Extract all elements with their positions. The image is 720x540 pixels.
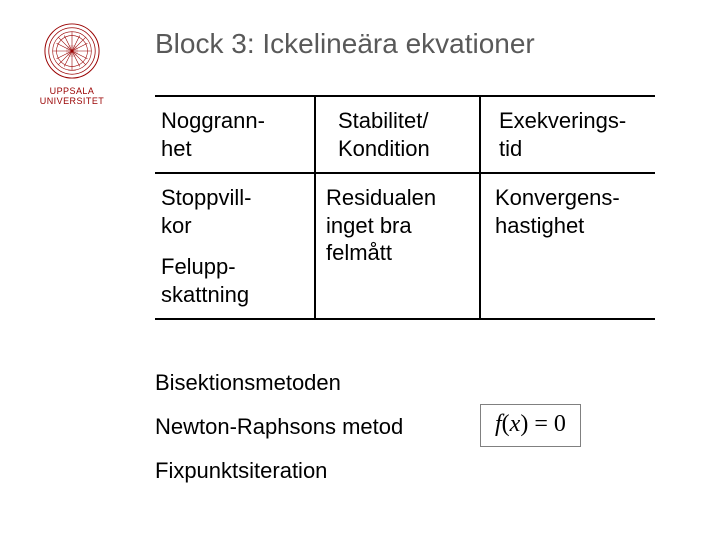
txt: tid xyxy=(499,136,522,161)
txt: skattning xyxy=(161,282,249,307)
cell-konvergenshastighet: Konvergens- hastighet xyxy=(480,173,655,319)
uppsala-seal-icon xyxy=(43,22,101,80)
txt: het xyxy=(161,136,192,161)
cell-stoppvillkor-feluppskattning: Stoppvill- kor Felupp- skattning xyxy=(155,173,315,319)
txt: Kondition xyxy=(338,136,430,161)
eq-rp: ) xyxy=(520,411,528,437)
txt: Konvergens- xyxy=(495,185,620,210)
cell-stabilitet: Stabilitet/ Kondition xyxy=(315,96,480,173)
txt: Residualen xyxy=(326,185,436,210)
concept-table: Noggrann- het Stabilitet/ Kondition Exek… xyxy=(155,95,695,320)
cell-exekveringstid: Exekverings- tid xyxy=(480,96,655,173)
logo-line1: UPPSALA xyxy=(22,86,122,96)
methods-list: Bisektionsmetoden Newton-Raphsons metod … xyxy=(155,370,403,502)
equation-box: f(x) = 0 xyxy=(480,404,581,447)
txt: felmått xyxy=(326,240,392,265)
page-title: Block 3: Ickelineära ekvationer xyxy=(155,28,535,60)
logo-line2: UNIVERSITET xyxy=(22,96,122,106)
slide: UPPSALA UNIVERSITET Block 3: Ickelineära… xyxy=(0,0,720,540)
cell-residualen: Residualen inget bra felmått xyxy=(315,173,480,319)
txt: inget bra xyxy=(326,213,412,238)
eq-lp: ( xyxy=(502,411,510,437)
eq-zero: 0 xyxy=(554,411,566,437)
txt: hastighet xyxy=(495,213,584,238)
logo-area: UPPSALA UNIVERSITET xyxy=(22,22,122,107)
eq-f: f xyxy=(495,411,502,437)
txt: Stoppvill- xyxy=(161,185,251,210)
txt: kor xyxy=(161,213,192,238)
method-bisektion: Bisektionsmetoden xyxy=(155,370,403,396)
txt: Noggrann- xyxy=(161,108,265,133)
cell-noggrannhet: Noggrann- het xyxy=(155,96,315,173)
txt: Exekverings- xyxy=(499,108,626,133)
txt: Felupp- xyxy=(161,254,236,279)
method-newton-raphson: Newton-Raphsons metod xyxy=(155,414,403,440)
method-fixpunkt: Fixpunktsiteration xyxy=(155,458,403,484)
txt: Stabilitet/ xyxy=(338,108,429,133)
eq-eq: = xyxy=(534,411,548,437)
eq-x: x xyxy=(510,411,521,437)
logo-text: UPPSALA UNIVERSITET xyxy=(22,86,122,107)
